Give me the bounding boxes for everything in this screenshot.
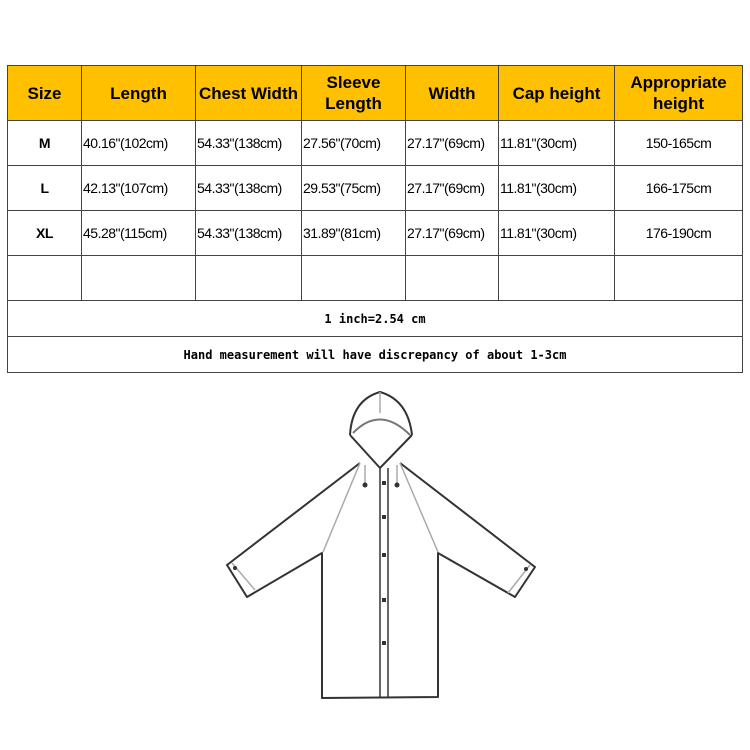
cell-width: 27.17"(69cm) [405,165,499,211]
table-row: M 40.16"(102cm) 54.33"(138cm) 27.56"(70c… [7,120,743,166]
cell-width: 27.17"(69cm) [405,120,499,166]
cell-cap-height: 11.81"(30cm) [498,165,615,211]
cell-cap-height: 11.81"(30cm) [498,210,615,256]
header-sleeve-length: Sleeve Length [301,65,406,121]
cell-length: 40.16"(102cm) [81,120,196,166]
cell-sleeve-length: 29.53"(75cm) [301,165,406,211]
header-width: Width [405,65,499,121]
cell-size: L [7,165,82,211]
measurement-note: Hand measurement will have discrepancy o… [7,336,743,373]
header-appropriate-height: Appropriate height [614,65,743,121]
cell-sleeve-length: 31.89"(81cm) [301,210,406,256]
table-row: L 42.13"(107cm) 54.33"(138cm) 29.53"(75c… [7,165,743,211]
header-size: Size [7,65,82,121]
cell-width: 27.17"(69cm) [405,210,499,256]
cell-chest-width: 54.33"(138cm) [195,120,302,166]
note-row: Hand measurement will have discrepancy o… [7,336,743,373]
cell-size: M [7,120,82,166]
unit-conversion-note: 1 inch=2.54 cm [7,300,743,337]
cell-appropriate-height: 166-175cm [614,165,743,211]
header-row: Size Length Chest Width Sleeve Length Wi… [7,65,743,121]
cell-cap-height: 11.81"(30cm) [498,120,615,166]
note-row: 1 inch=2.54 cm [7,300,743,337]
cell-chest-width: 54.33"(138cm) [195,210,302,256]
cell-appropriate-height: 150-165cm [614,120,743,166]
size-chart-table: Size Length Chest Width Sleeve Length Wi… [7,65,743,373]
cell-length: 42.13"(107cm) [81,165,196,211]
empty-row [7,255,743,301]
cell-chest-width: 54.33"(138cm) [195,165,302,211]
